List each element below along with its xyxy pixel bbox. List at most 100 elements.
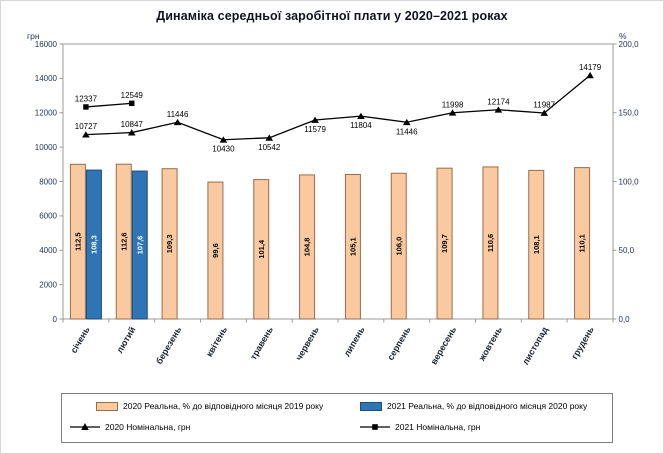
chart-plot: грн % 0 2000 4000 6000 8000 10000 12000 14000 16… [27, 31, 640, 367]
x-axis-label-вересень: вересень [429, 325, 459, 367]
bar-2020-березень [161, 168, 178, 320]
right-axis-tick-label: 100,0 [619, 177, 640, 186]
x-axis-label-серпень: серпень [385, 325, 412, 362]
triangle-marker [357, 112, 365, 120]
x-axis-label-червень: червень [294, 325, 321, 363]
x-axis-label-липень: липень [342, 325, 367, 359]
x-axis-label-жовтень: жовтень [476, 325, 504, 364]
legend: 2020 Реальна, % до відповідного місяця 2… [61, 393, 613, 443]
left-axis-tick-label: 14000 [35, 74, 58, 83]
triangle-marker [311, 116, 319, 123]
line-point-label: 11579 [304, 125, 326, 134]
left-axis-tick-label: 4000 [39, 246, 57, 255]
line-point-label: 12174 [487, 97, 510, 106]
x-axis-label-лютий: лютий [114, 325, 137, 355]
bar-value-label: 105,1 [349, 237, 358, 256]
right-axis-tick-label: 50,0 [619, 246, 635, 255]
x-axis-label-березень: березень [154, 325, 184, 366]
left-axis-unit-label: грн [27, 31, 40, 41]
legend-label-2021-nominal: 2021 Номінальна, грн [395, 422, 481, 432]
line-2021-nominal [85, 102, 132, 108]
line-point-label: 10542 [258, 143, 281, 152]
triangle-marker [127, 129, 136, 136]
bar-value-label: 104,8 [303, 238, 312, 257]
legend-swatch-2020-real-bar [96, 401, 118, 411]
chart-title: Динаміка середньої заробітної плати у 20… [156, 9, 508, 23]
right-axis-unit-label: % [619, 31, 627, 41]
line-point-label: 11446 [396, 127, 418, 136]
line-point-label: 11998 [442, 100, 464, 109]
x-axis-label-січень: січень [69, 325, 92, 355]
bar-2021-січень [85, 169, 102, 320]
bar-2020-червень [299, 174, 316, 320]
bar-2020-грудень [574, 167, 591, 320]
line-2020-nominal [85, 74, 591, 141]
bar-value-label: 108,1 [532, 235, 541, 254]
legend-item-2021-nominal: 2021 Номінальна, грн [360, 422, 480, 432]
line-point-label: 12337 [75, 94, 98, 103]
bar-2020-серпень [390, 172, 407, 320]
legend-item-2021-real: 2021 Реальна, % до відповідного місяця 2… [360, 401, 587, 411]
x-axis-label-травень: травень [248, 325, 275, 362]
left-axis-tick-label: 8000 [39, 177, 57, 186]
line-point-label: 10847 [121, 120, 144, 129]
legend-item-2020-real: 2020 Реальна, % до відповідного місяця 2… [96, 401, 323, 411]
bar-value-label: 109,3 [165, 234, 174, 253]
x-axis-label-листопад: листопад [520, 325, 550, 367]
left-axis-tick-label: 10000 [35, 143, 58, 152]
bar-value-label: 101,4 [257, 239, 266, 259]
bar-value-label: 107,6 [135, 236, 144, 255]
bar-value-label: 110,6 [486, 234, 495, 252]
bar-value-label: 110,1 [578, 234, 587, 252]
legend-label-2020-nominal: 2020 Номінальна, грн [105, 422, 191, 432]
bar-value-label: 106,0 [394, 237, 403, 256]
left-axis-tick-label: 16000 [35, 40, 58, 49]
line-point-label: 11446 [167, 110, 189, 119]
triangle-marker [265, 134, 274, 141]
legend-item-2020-nominal: 2020 Номінальна, грн [70, 422, 190, 432]
triangle-marker [586, 71, 594, 79]
line-point-label: 11987 [533, 100, 555, 109]
left-axis-tick-label: 12000 [35, 109, 58, 118]
bar-2020-листопад [528, 169, 545, 320]
legend-label-2021-real: 2021 Реальна, % до відповідного місяця 2… [387, 401, 588, 411]
bar-2020-липень [344, 173, 361, 320]
bar-2021-лютий [131, 170, 148, 320]
bar-2020-жовтень [482, 166, 499, 320]
triangle-marker [494, 106, 503, 113]
bar-2020-січень [69, 163, 86, 320]
line-point-label: 10430 [212, 145, 235, 154]
legend-marker-2021-nominal-line-icon [360, 422, 390, 432]
left-axis-tick-label: 2000 [39, 280, 57, 289]
line-point-label: 14179 [579, 63, 602, 72]
x-axis-label-грудень: грудень [569, 325, 596, 361]
bar-value-label: 108,3 [90, 235, 99, 254]
triangle-marker [540, 109, 549, 116]
bar-value-label: 99,6 [211, 243, 220, 258]
triangle-marker [82, 131, 90, 138]
square-marker [129, 100, 135, 107]
right-axis-tick-label: 0,0 [619, 315, 631, 324]
bar-2020-лютий [115, 163, 132, 320]
legend-swatch-2021-real-bar [360, 401, 382, 411]
triangle-marker [219, 136, 228, 143]
left-axis-tick-label: 6000 [39, 212, 57, 221]
triangle-marker [448, 109, 457, 116]
legend-label-2020-real: 2020 Реальна, % до відповідного місяця 2… [123, 401, 324, 411]
square-marker [83, 104, 89, 110]
triangle-marker [402, 118, 411, 126]
line-point-label: 11804 [350, 121, 372, 130]
right-axis-tick-label: 150,0 [619, 109, 640, 118]
left-axis-tick-label: 0 [53, 315, 58, 324]
bar-2020-квітень [207, 181, 224, 320]
bar-value-label: 112,5 [74, 232, 83, 250]
bar-2020-вересень [436, 167, 453, 320]
bar-2020-травень [253, 179, 270, 320]
bar-value-label: 109,7 [440, 234, 449, 253]
bar-value-label: 112,6 [119, 232, 128, 250]
x-axis-label-квітень: квітень [204, 325, 229, 359]
legend-marker-2020-nominal-line-icon [70, 422, 100, 432]
line-point-label: 12549 [121, 91, 144, 100]
line-point-label: 10727 [75, 122, 98, 131]
